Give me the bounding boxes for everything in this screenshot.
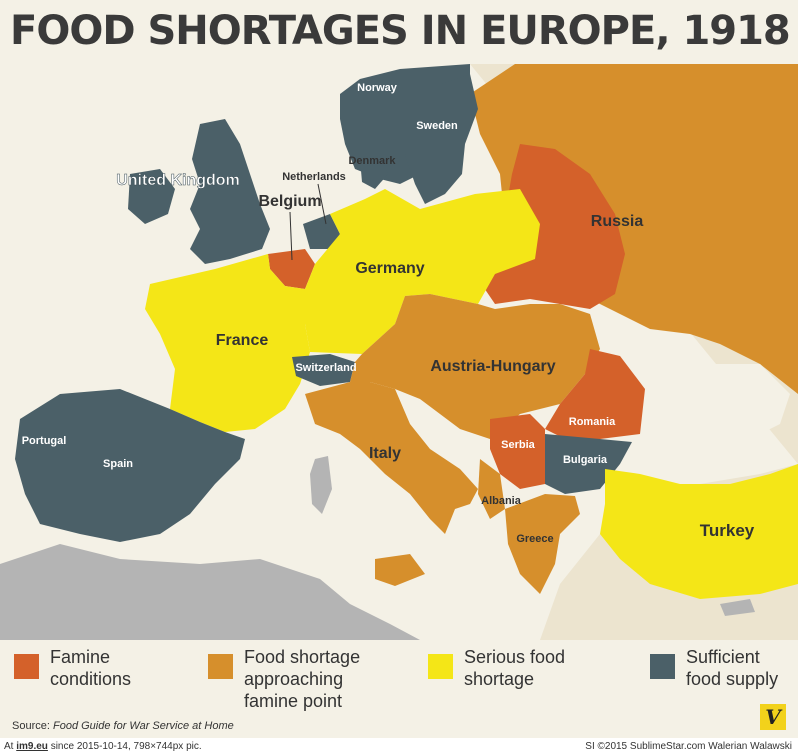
label-spain: Spain	[103, 458, 133, 470]
label-belgium: Belgium	[258, 193, 321, 210]
leader-belgium	[289, 211, 293, 261]
label-netherlands: Netherlands	[282, 171, 346, 183]
map: United Kingdom Norway Sweden Denmark Net…	[0, 64, 798, 640]
label-germany: Germany	[355, 260, 424, 277]
footer-bar: At im9.eu since 2015-10-14, 798×744px pi…	[0, 738, 798, 756]
label-serbia: Serbia	[501, 439, 536, 451]
region-albania	[478, 459, 505, 519]
footer-left-prefix: At	[4, 741, 14, 752]
label-albania: Albania	[481, 495, 522, 507]
region-serbia	[490, 414, 545, 489]
region-cyprus	[720, 599, 755, 616]
label-united-kingdom: United Kingdom	[116, 172, 240, 189]
label-sweden: Sweden	[416, 120, 458, 132]
region-sardinia-corsica	[310, 456, 332, 514]
region-denmark	[360, 156, 388, 189]
leader-netherlands	[317, 183, 327, 225]
label-bulgaria: Bulgaria	[563, 454, 608, 466]
label-greece: Greece	[516, 533, 553, 545]
region-austria-hungary	[350, 294, 600, 439]
footer-left: At im9.eu since 2015-10-14, 798×744px pi…	[4, 741, 202, 752]
label-switzerland: Switzerland	[295, 362, 356, 374]
label-italy: Italy	[369, 445, 401, 462]
label-norway: Norway	[357, 82, 398, 94]
region-netherlands	[303, 214, 340, 249]
footer-site-link[interactable]: im9.eu	[16, 741, 48, 752]
region-great-britain	[190, 119, 270, 264]
map-title: FOOD SHORTAGES IN EUROPE, 1918	[10, 8, 791, 54]
legend-label-famine: Famine conditions	[50, 647, 132, 689]
region-france	[145, 254, 310, 432]
footer-right: SI ©2015 SublimeStar.com Walerian Walaws…	[585, 741, 792, 752]
source-note: Source: Food Guide for War Service at Ho…	[12, 720, 234, 732]
legend: Famine conditions Food shortage approach…	[0, 640, 798, 720]
legend-label-sufficient: Sufficient food supply	[686, 647, 779, 689]
region-sicily	[375, 554, 425, 586]
label-romania: Romania	[569, 416, 616, 428]
label-austria-hungary: Austria-Hungary	[430, 358, 555, 375]
label-turkey: Turkey	[700, 521, 755, 540]
map-svg: United Kingdom Norway Sweden Denmark Net…	[0, 64, 798, 640]
legend-swatch-sufficient	[650, 654, 675, 679]
region-italy	[305, 382, 478, 534]
legend-swatch-famine	[14, 654, 39, 679]
region-turkey	[600, 464, 798, 599]
vox-logo: V	[760, 704, 786, 730]
region-sweden	[405, 74, 478, 204]
label-russia: Russia	[591, 213, 644, 230]
title-bar: FOOD SHORTAGES IN EUROPE, 1918	[0, 0, 798, 64]
region-russia-approaching	[470, 64, 798, 394]
region-germany	[305, 189, 540, 354]
region-north-africa	[0, 544, 420, 640]
source-prefix: Source:	[12, 720, 50, 732]
legend-label-serious: Serious food shortage	[464, 647, 566, 689]
region-romania	[545, 349, 645, 439]
source-title: Food Guide for War Service at Home	[52, 720, 234, 732]
region-greece	[505, 494, 580, 594]
legend-swatch-approaching	[208, 654, 233, 679]
label-portugal: Portugal	[22, 435, 67, 447]
region-ireland	[128, 169, 175, 224]
region-belgium	[268, 249, 315, 289]
region-russia-famine	[478, 144, 625, 309]
legend-swatch-serious	[428, 654, 453, 679]
region-switzerland	[292, 354, 355, 386]
black-sea	[655, 364, 790, 449]
label-france: France	[216, 332, 269, 349]
region-bulgaria	[545, 434, 632, 494]
footer-left-rest: since 2015-10-14, 798×744px pic.	[50, 741, 202, 752]
label-denmark: Denmark	[348, 155, 396, 167]
legend-label-approaching: Food shortage approaching famine point	[244, 647, 361, 711]
region-iberia	[15, 389, 245, 542]
